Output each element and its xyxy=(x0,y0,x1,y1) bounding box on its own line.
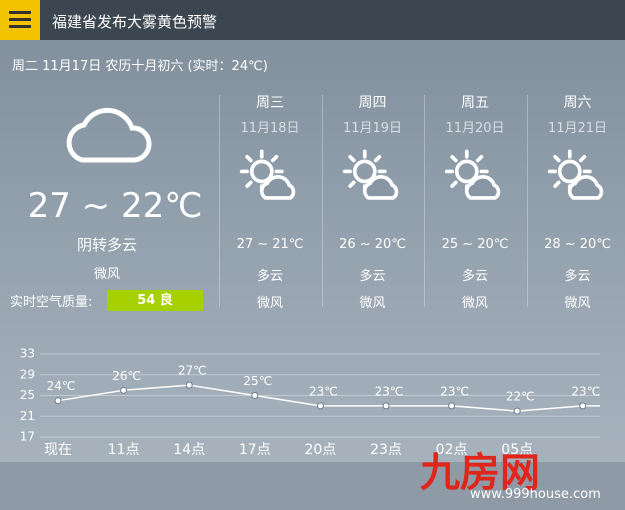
forecast-temp: 28 ~ 20℃ xyxy=(544,237,611,252)
cloud-icon xyxy=(66,107,152,163)
forecast-date: 11月21日 xyxy=(547,121,608,136)
temp-point xyxy=(382,402,390,410)
today-wind: 微风 xyxy=(93,267,121,282)
temp-point xyxy=(54,397,62,405)
menu-button[interactable] xyxy=(0,0,40,40)
forecast-weather: 多云 xyxy=(359,269,386,284)
x-tick-label: 02点 xyxy=(436,442,468,458)
forecast-date: 11月20日 xyxy=(445,121,505,136)
forecast-date: 11月18日 xyxy=(240,121,300,136)
forecast-day: 周五 xyxy=(461,95,489,111)
forecast-temp: 25 ~ 20℃ xyxy=(441,237,509,252)
forecast-wind: 微风 xyxy=(359,296,386,311)
forecast-wind: 微风 xyxy=(256,296,284,311)
value-label: 24℃ xyxy=(47,379,76,393)
column-separator xyxy=(424,95,425,307)
hourly-chart: 17 21 25 29 33 24℃ 现在 26℃ 11点 27℃ 14点 25℃ 17点 23℃ 20点 2… xyxy=(20,347,600,459)
today-weather: 阴转多云 xyxy=(76,236,138,254)
value-label: 23℃ xyxy=(375,384,404,398)
forecast-wind: 微风 xyxy=(564,296,591,311)
x-tick-label: 17点 xyxy=(239,442,271,458)
value-label: 27℃ xyxy=(178,364,207,378)
y-tick-label: 17 xyxy=(20,430,35,444)
temp-point xyxy=(513,407,521,415)
forecast-day: 周四 xyxy=(358,95,387,111)
temp-point xyxy=(448,402,456,410)
x-tick-label: 23点 xyxy=(370,442,402,458)
value-label: 26℃ xyxy=(112,369,141,383)
watermark-logo: 九房网 xyxy=(420,450,540,496)
temp-point xyxy=(316,402,324,410)
x-tick-label: 20点 xyxy=(304,442,336,458)
forecast-temp: 27 ~ 21℃ xyxy=(236,237,304,252)
x-tick-label: 05点 xyxy=(501,442,533,458)
y-tick-label: 29 xyxy=(20,367,35,381)
forecast-icon xyxy=(341,148,405,204)
y-tick-label: 33 xyxy=(20,347,35,361)
column-separator xyxy=(321,95,323,307)
y-tick-label: 25 xyxy=(20,388,35,402)
forecast-icon xyxy=(546,148,610,204)
temp-point xyxy=(185,381,193,389)
today-temp: 27 ~ 22℃ xyxy=(27,186,203,226)
column-separator xyxy=(219,95,220,307)
value-label: 22℃ xyxy=(506,390,535,404)
column-separator xyxy=(526,95,528,307)
temp-point xyxy=(251,392,259,399)
temp-point xyxy=(120,386,128,394)
x-tick-label: 14点 xyxy=(173,442,205,458)
value-label: 25℃ xyxy=(243,374,272,388)
forecast-icon xyxy=(238,148,302,204)
header-title: 福建省发布大雾黄色预警 xyxy=(52,13,218,31)
forecast-icon xyxy=(443,148,507,204)
forecast-day: 周三 xyxy=(256,95,284,111)
y-tick-label: 21 xyxy=(20,409,35,423)
x-tick-label: 现在 xyxy=(44,442,72,458)
temp-line xyxy=(57,384,600,412)
watermark-url: www.999house.com xyxy=(470,487,601,502)
forecast-weather: 多云 xyxy=(564,269,591,284)
tab-bar xyxy=(0,462,625,510)
forecast-day: 周六 xyxy=(563,95,592,111)
forecast-temp: 26 ~ 20℃ xyxy=(339,237,406,252)
forecast-weather: 多云 xyxy=(461,269,489,284)
forecast-wind: 微风 xyxy=(461,296,489,311)
temp-point xyxy=(579,402,587,410)
aqi-value: 54 良 xyxy=(107,290,203,311)
date-line: 周二 11月17日 农历十月初六 (实时：24℃) xyxy=(12,59,268,74)
x-tick-label: 11点 xyxy=(108,442,140,458)
header-bar xyxy=(0,0,625,40)
value-label: 23℃ xyxy=(309,384,338,398)
value-label: 23℃ xyxy=(571,384,600,398)
aqi-label: 实时空气质量: xyxy=(10,295,93,310)
value-label: 23℃ xyxy=(440,384,469,398)
forecast-weather: 多云 xyxy=(256,269,284,284)
forecast-date: 11月19日 xyxy=(342,121,403,136)
